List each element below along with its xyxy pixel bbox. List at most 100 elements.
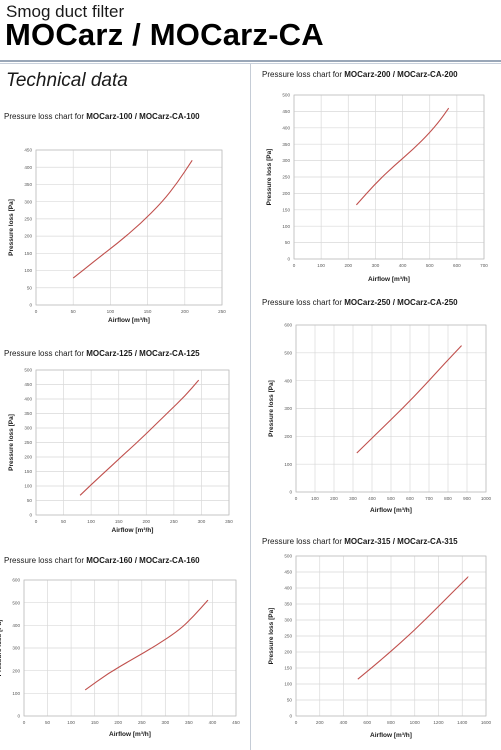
pressure-loss-curve xyxy=(72,159,193,279)
y-tick-label: 300 xyxy=(24,426,32,431)
y-axis-label: Pressure loss [Pa] xyxy=(268,380,275,437)
x-tick-label: 400 xyxy=(399,263,407,268)
y-tick-label: 0 xyxy=(29,513,32,518)
x-tick-label: 500 xyxy=(387,496,395,501)
x-tick-label: 100 xyxy=(107,309,115,314)
plot-frame xyxy=(295,324,487,493)
y-tick-label: 250 xyxy=(24,440,32,445)
y-tick-label: 150 xyxy=(284,666,292,671)
section-title: Technical data xyxy=(6,70,128,91)
plot-frame xyxy=(35,369,230,516)
y-axis-label: Pressure loss [Pa] xyxy=(268,608,275,665)
x-tick-label: 50 xyxy=(61,519,67,524)
y-tick-label: 0 xyxy=(289,714,292,719)
x-tick-label: 1000 xyxy=(410,720,421,725)
y-tick-label: 200 xyxy=(24,234,32,239)
x-tick-label: 50 xyxy=(45,720,51,725)
y-tick-label: 400 xyxy=(284,378,292,383)
x-tick-label: 400 xyxy=(209,720,217,725)
y-tick-label: 0 xyxy=(287,257,290,262)
chart-header-models: MOCarz-315 / MOCarz-CA-315 xyxy=(344,537,458,546)
x-tick-label: 200 xyxy=(330,496,338,501)
y-tick-label: 50 xyxy=(27,285,33,290)
pressure-loss-curve xyxy=(355,107,450,206)
x-tick-label: 150 xyxy=(144,309,152,314)
pressure-loss-chart-125: 0 50 100 150 200 250 300 350 400 450 500 0 50 100 150 2… xyxy=(8,368,233,534)
plot-frame xyxy=(23,579,237,717)
y-tick-label: 0 xyxy=(29,303,32,308)
y-axis-label: Pressure loss [Pa] xyxy=(8,199,15,256)
product-title: MOCarz / MOCarz-CA xyxy=(5,17,324,52)
x-tick-label: 1000 xyxy=(481,496,492,501)
y-tick-label: 500 xyxy=(284,554,292,559)
y-tick-label: 300 xyxy=(24,199,32,204)
y-tick-label: 100 xyxy=(12,691,20,696)
y-tick-label: 400 xyxy=(24,397,32,402)
x-tick-label: 150 xyxy=(115,519,123,524)
plot-frame xyxy=(35,149,223,306)
x-tick-label: 0 xyxy=(23,720,26,725)
x-tick-label: 200 xyxy=(316,720,324,725)
y-tick-label: 300 xyxy=(12,646,20,651)
x-tick-label: 1200 xyxy=(433,720,444,725)
x-tick-label: 0 xyxy=(295,496,298,501)
x-tick-label: 200 xyxy=(181,309,189,314)
x-tick-label: 350 xyxy=(185,720,193,725)
product-subtitle: Smog duct filter xyxy=(6,2,125,21)
header-divider xyxy=(0,60,501,62)
y-tick-label: 400 xyxy=(24,165,32,170)
x-tick-label: 250 xyxy=(218,309,226,314)
pressure-loss-curve xyxy=(356,345,462,454)
chart-header-200: Pressure loss chart for MOCarz-200 / MOC… xyxy=(262,70,458,79)
y-tick-label: 200 xyxy=(24,455,32,460)
chart-header-125: Pressure loss chart for MOCarz-125 / MOC… xyxy=(4,349,200,358)
y-tick-label: 300 xyxy=(284,406,292,411)
x-tick-label: 800 xyxy=(444,496,452,501)
y-tick-label: 450 xyxy=(24,148,32,153)
chart-header-models: MOCarz-250 / MOCarz-CA-250 xyxy=(344,298,458,307)
x-tick-label: 600 xyxy=(406,496,414,501)
chart-header-models: MOCarz-160 / MOCarz-CA-160 xyxy=(86,556,200,565)
y-tick-label: 50 xyxy=(27,498,33,503)
y-tick-label: 200 xyxy=(12,668,20,673)
x-tick-label: 900 xyxy=(463,496,471,501)
y-tick-label: 300 xyxy=(284,618,292,623)
y-axis-label: Pressure loss [Pa] xyxy=(266,149,273,206)
chart-header-315: Pressure loss chart for MOCarz-315 / MOC… xyxy=(262,537,458,546)
x-tick-label: 100 xyxy=(67,720,75,725)
x-tick-label: 700 xyxy=(425,496,433,501)
y-tick-label: 350 xyxy=(284,602,292,607)
y-tick-label: 200 xyxy=(284,650,292,655)
x-tick-label: 450 xyxy=(232,720,240,725)
y-tick-label: 100 xyxy=(282,224,290,229)
x-tick-label: 100 xyxy=(317,263,325,268)
y-tick-label: 200 xyxy=(284,434,292,439)
header-divider-thin xyxy=(0,63,501,64)
y-tick-label: 100 xyxy=(24,268,32,273)
y-tick-label: 500 xyxy=(282,93,290,98)
y-tick-label: 500 xyxy=(12,600,20,605)
chart-header-prefix: Pressure loss chart for xyxy=(4,112,87,121)
chart-header-prefix: Pressure loss chart for xyxy=(4,349,87,358)
pressure-loss-chart-100: 0 50 100 150 200 250 300 350 400 450 0 50 100 150 200 2… xyxy=(8,148,226,324)
x-axis-label: Airflow [m³/h] xyxy=(108,317,150,324)
chart-header-prefix: Pressure loss chart for xyxy=(262,537,345,546)
x-tick-label: 1400 xyxy=(457,720,468,725)
x-axis-label: Airflow [m³/h] xyxy=(370,507,412,514)
pressure-loss-curve xyxy=(84,599,209,691)
y-tick-label: 150 xyxy=(282,207,290,212)
x-tick-label: 600 xyxy=(363,720,371,725)
x-tick-label: 0 xyxy=(35,519,38,524)
x-tick-label: 300 xyxy=(349,496,357,501)
x-axis-label: Airflow [m³/h] xyxy=(112,527,154,534)
y-tick-label: 600 xyxy=(284,323,292,328)
y-tick-label: 50 xyxy=(287,698,293,703)
y-tick-label: 0 xyxy=(17,714,20,719)
chart-header-prefix: Pressure loss chart for xyxy=(262,298,345,307)
y-tick-label: 100 xyxy=(24,484,32,489)
x-tick-label: 700 xyxy=(480,263,488,268)
x-tick-label: 350 xyxy=(225,519,233,524)
x-tick-label: 150 xyxy=(91,720,99,725)
